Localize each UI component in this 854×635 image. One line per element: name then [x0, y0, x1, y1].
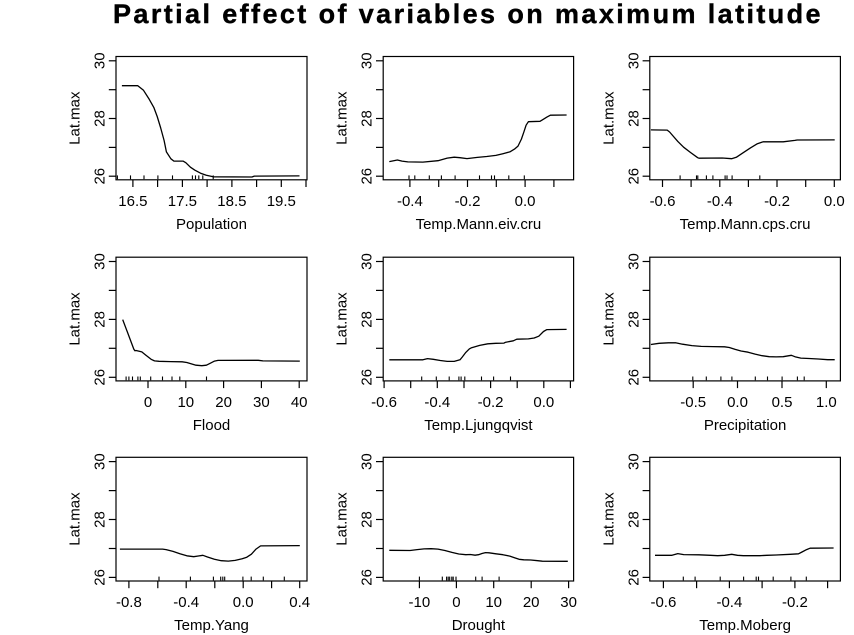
svg-text:Lat.max: Lat.max [334, 292, 351, 346]
svg-text:26: 26 [92, 369, 109, 386]
svg-text:16.5: 16.5 [118, 193, 147, 210]
svg-text:Partial effect of variables on: Partial effect of variables on maximum l… [113, 0, 823, 29]
svg-text:26: 26 [92, 168, 109, 185]
svg-text:30: 30 [359, 52, 376, 69]
svg-text:30: 30 [625, 52, 642, 69]
svg-text:10: 10 [177, 394, 194, 411]
svg-text:Temp.Ljungqvist: Temp.Ljungqvist [424, 417, 533, 434]
svg-text:26: 26 [359, 369, 376, 386]
svg-text:-0.8: -0.8 [116, 594, 142, 611]
svg-text:26: 26 [359, 569, 376, 586]
svg-text:20: 20 [523, 594, 540, 611]
svg-text:-0.6: -0.6 [650, 193, 676, 210]
svg-text:10: 10 [485, 594, 502, 611]
svg-text:Drought: Drought [452, 617, 506, 634]
svg-text:28: 28 [359, 511, 376, 528]
svg-text:30: 30 [560, 594, 577, 611]
svg-text:30: 30 [92, 253, 109, 270]
svg-text:28: 28 [92, 110, 109, 127]
svg-text:-0.4: -0.4 [716, 594, 742, 611]
svg-text:Flood: Flood [193, 417, 231, 434]
svg-text:-0.2: -0.2 [782, 594, 808, 611]
svg-text:28: 28 [92, 311, 109, 328]
svg-text:Lat.max: Lat.max [67, 492, 84, 546]
svg-text:Lat.max: Lat.max [334, 492, 351, 546]
svg-text:-0.2: -0.2 [455, 193, 481, 210]
svg-text:-0.4: -0.4 [173, 594, 199, 611]
svg-text:Lat.max: Lat.max [334, 91, 351, 145]
svg-text:28: 28 [359, 311, 376, 328]
svg-text:Temp.Mann.cps.cru: Temp.Mann.cps.cru [680, 216, 811, 233]
svg-text:Lat.max: Lat.max [600, 492, 617, 546]
svg-text:0.0: 0.0 [727, 394, 748, 411]
svg-text:30: 30 [359, 253, 376, 270]
svg-text:Temp.Moberg: Temp.Moberg [699, 617, 791, 634]
svg-text:17.5: 17.5 [168, 193, 197, 210]
svg-text:19.5: 19.5 [267, 193, 296, 210]
svg-text:-0.4: -0.4 [424, 394, 450, 411]
svg-text:28: 28 [625, 110, 642, 127]
svg-text:0: 0 [452, 594, 460, 611]
svg-text:28: 28 [359, 110, 376, 127]
svg-text:0.4: 0.4 [289, 594, 310, 611]
svg-text:Lat.max: Lat.max [600, 91, 617, 145]
svg-text:Lat.max: Lat.max [67, 292, 84, 346]
svg-text:30: 30 [625, 253, 642, 270]
svg-text:-0.4: -0.4 [707, 193, 733, 210]
svg-text:-0.2: -0.2 [478, 394, 504, 411]
svg-text:30: 30 [253, 394, 270, 411]
svg-text:20: 20 [215, 394, 232, 411]
svg-text:-10: -10 [409, 594, 431, 611]
svg-text:-0.6: -0.6 [650, 594, 676, 611]
svg-text:28: 28 [92, 511, 109, 528]
svg-text:28: 28 [625, 311, 642, 328]
svg-text:0.0: 0.0 [824, 193, 845, 210]
svg-text:-0.5: -0.5 [680, 394, 706, 411]
svg-text:0.0: 0.0 [233, 594, 254, 611]
svg-text:0.0: 0.0 [533, 394, 554, 411]
svg-text:Precipitation: Precipitation [704, 417, 787, 434]
svg-text:Temp.Mann.eiv.cru: Temp.Mann.eiv.cru [416, 216, 542, 233]
svg-text:26: 26 [625, 168, 642, 185]
svg-text:-0.2: -0.2 [764, 193, 790, 210]
svg-text:26: 26 [92, 569, 109, 586]
svg-text:Lat.max: Lat.max [600, 292, 617, 346]
svg-text:28: 28 [625, 511, 642, 528]
svg-text:Lat.max: Lat.max [67, 91, 84, 145]
svg-text:30: 30 [92, 52, 109, 69]
svg-text:-0.4: -0.4 [397, 193, 423, 210]
svg-text:0.5: 0.5 [772, 394, 793, 411]
svg-text:1.0: 1.0 [816, 394, 837, 411]
svg-text:30: 30 [625, 453, 642, 470]
svg-text:18.5: 18.5 [217, 193, 246, 210]
svg-text:0: 0 [144, 394, 152, 411]
svg-text:40: 40 [291, 394, 308, 411]
svg-text:0.0: 0.0 [515, 193, 536, 210]
svg-text:30: 30 [359, 453, 376, 470]
svg-text:-0.6: -0.6 [371, 394, 397, 411]
svg-text:30: 30 [92, 453, 109, 470]
svg-text:Temp.Yang: Temp.Yang [174, 617, 249, 634]
svg-text:26: 26 [359, 168, 376, 185]
svg-text:26: 26 [625, 569, 642, 586]
svg-text:26: 26 [625, 369, 642, 386]
svg-text:Population: Population [176, 216, 247, 233]
